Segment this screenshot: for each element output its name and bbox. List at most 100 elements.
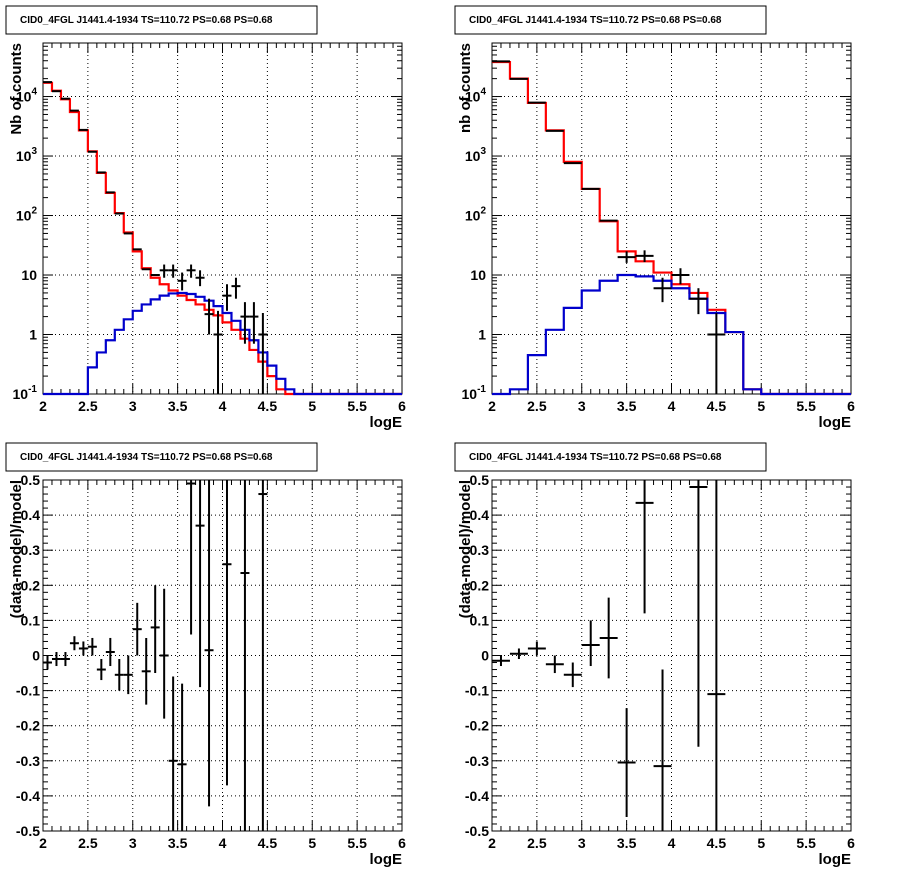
x-tick-label: 5 [308, 398, 316, 414]
x-tick-label: 2.5 [527, 835, 547, 851]
x-tick-label: 5.5 [347, 398, 367, 414]
title-box [454, 442, 767, 472]
x-tick-label: 6 [398, 398, 406, 414]
y-tick-label: 0.4 [21, 507, 41, 523]
x-tick-label: 4 [219, 835, 227, 851]
x-tick-label: 3 [578, 398, 586, 414]
x-tick-label: 3.5 [168, 835, 188, 851]
y-axis-title: nb of counts [457, 43, 474, 133]
x-axis-title: logE [370, 414, 403, 431]
y-axis-title: (data-model)/model [8, 480, 25, 618]
x-axis-title: logE [819, 851, 852, 868]
y-tick-label: -0.4 [465, 788, 489, 804]
x-tick-label: 6 [847, 398, 855, 414]
x-axis: 2 2.5 3 3.5 4 4.5 5 5.5 6 [39, 480, 406, 851]
x-tick-label: 4.5 [258, 398, 278, 414]
y-tick-label: 0.5 [21, 472, 41, 488]
y-tick-label: -0.5 [465, 823, 489, 839]
x-tick-label: 6 [847, 835, 855, 851]
y-tick-exponent: 3 [31, 146, 37, 157]
y-tick-label: -0.1 [16, 683, 40, 699]
y-tick-label: 0.2 [21, 577, 41, 593]
x-axis-title: logE [819, 414, 852, 431]
histogram-series-2 [492, 273, 851, 396]
y-tick-label: 102 [16, 206, 38, 224]
y-tick-label: 10 [21, 267, 37, 283]
y-tick-label: 104 [16, 87, 38, 105]
y-axis-title: (data-model)/model [457, 480, 474, 618]
x-tick-label: 4 [668, 398, 676, 414]
y-tick-label: 10 [470, 267, 486, 283]
residual-points [43, 480, 268, 831]
y-axis-title: Nb of counts [8, 43, 25, 135]
y-tick-exponent: 4 [31, 87, 37, 98]
x-tick-label: 6 [398, 835, 406, 851]
chart-title: CID0_4FGL J1441.4-1934 TS=110.72 PS=0.68… [20, 452, 273, 463]
chart-panel-1: 2 2.5 3 3.5 4 4.5 5 5.5 610-1110102103104logENb … [5, 5, 406, 431]
y-tick-base: 10 [465, 89, 481, 105]
y-tick-base: 10 [465, 148, 481, 164]
chart-panel-3: 2 2.5 3 3.5 4 4.5 5 5.5 6 -0.5 -0.4 -0.3 -0.2 -0.1 0 0.… [5, 442, 406, 868]
x-tick-label: 5 [308, 835, 316, 851]
x-tick-label: 4.5 [707, 398, 727, 414]
y-tick-base: 10 [462, 386, 478, 402]
y-tick-base: 1 [29, 327, 37, 343]
y-tick-label: 10-1 [13, 384, 38, 402]
y-tick-label: 0.1 [21, 612, 41, 628]
y-tick-label: 10-1 [462, 384, 487, 402]
chart-panel-4: 2 2.5 3 3.5 4 4.5 5 5.5 6 -0.5 -0.4 -0.3 -0.2 -0.1 0 0.… [454, 442, 855, 868]
y-tick-exponent: -1 [477, 384, 486, 395]
y-tick-label: 0.1 [470, 612, 490, 628]
y-tick-base: 10 [465, 208, 481, 224]
histogram-series-2 [43, 291, 402, 396]
y-tick-base: 10 [16, 148, 32, 164]
x-tick-label: 3.5 [168, 398, 188, 414]
y-tick-label: -0.5 [16, 823, 40, 839]
y-tick-exponent: 3 [480, 146, 486, 157]
chart-title: CID0_4FGL J1441.4-1934 TS=110.72 PS=0.68… [20, 15, 273, 26]
residual-points [492, 480, 726, 831]
y-tick-base: 10 [13, 386, 29, 402]
y-tick-exponent: 4 [480, 87, 486, 98]
y-tick-label: -0.3 [465, 753, 489, 769]
data-points [492, 60, 726, 394]
y-tick-base: 10 [21, 267, 37, 283]
chart-title: CID0_4FGL J1441.4-1934 TS=110.72 PS=0.68… [469, 452, 722, 463]
x-tick-label: 2 [39, 398, 47, 414]
x-tick-label: 3.5 [617, 398, 637, 414]
x-tick-label: 4.5 [258, 835, 278, 851]
y-tick-label: -0.1 [465, 683, 489, 699]
y-axis: -0.5 -0.4 -0.3 -0.2 -0.1 0 0.1 0.2 0.3 0.4 0.5 [465, 472, 851, 839]
x-tick-label: 3 [578, 835, 586, 851]
y-tick-label: 0.3 [470, 542, 490, 558]
y-tick-base: 10 [16, 208, 32, 224]
y-tick-label: 0 [481, 648, 489, 664]
y-tick-base: 10 [470, 267, 486, 283]
y-tick-label: 0.3 [21, 542, 41, 558]
x-tick-label: 5.5 [796, 835, 816, 851]
y-tick-label: 103 [16, 146, 38, 164]
x-axis: 2 2.5 3 3.5 4 4.5 5 5.5 6 [488, 480, 855, 851]
x-tick-label: 2 [488, 398, 496, 414]
x-tick-label: 2.5 [527, 398, 547, 414]
y-tick-exponent: -1 [28, 384, 37, 395]
y-tick-label: 0.4 [470, 507, 490, 523]
y-tick-label: 1 [29, 327, 37, 343]
y-axis: -0.5 -0.4 -0.3 -0.2 -0.1 0 0.1 0.2 0.3 0.4 0.5 [16, 472, 402, 839]
x-tick-label: 4.5 [707, 835, 727, 851]
x-tick-label: 5 [757, 835, 765, 851]
y-tick-base: 10 [16, 89, 32, 105]
x-tick-label: 5 [757, 398, 765, 414]
y-tick-exponent: 2 [31, 206, 37, 217]
x-tick-label: 2 [39, 835, 47, 851]
y-tick-label: 104 [465, 87, 487, 105]
x-tick-label: 3 [129, 835, 137, 851]
x-tick-label: 5.5 [796, 398, 816, 414]
y-tick-label: 102 [465, 206, 487, 224]
x-tick-label: 4 [219, 398, 227, 414]
y-tick-label: 0.5 [470, 472, 490, 488]
chart-panel-2: 2 2.5 3 3.5 4 4.5 5 5.5 610-1110102103104logEnb … [454, 5, 855, 431]
